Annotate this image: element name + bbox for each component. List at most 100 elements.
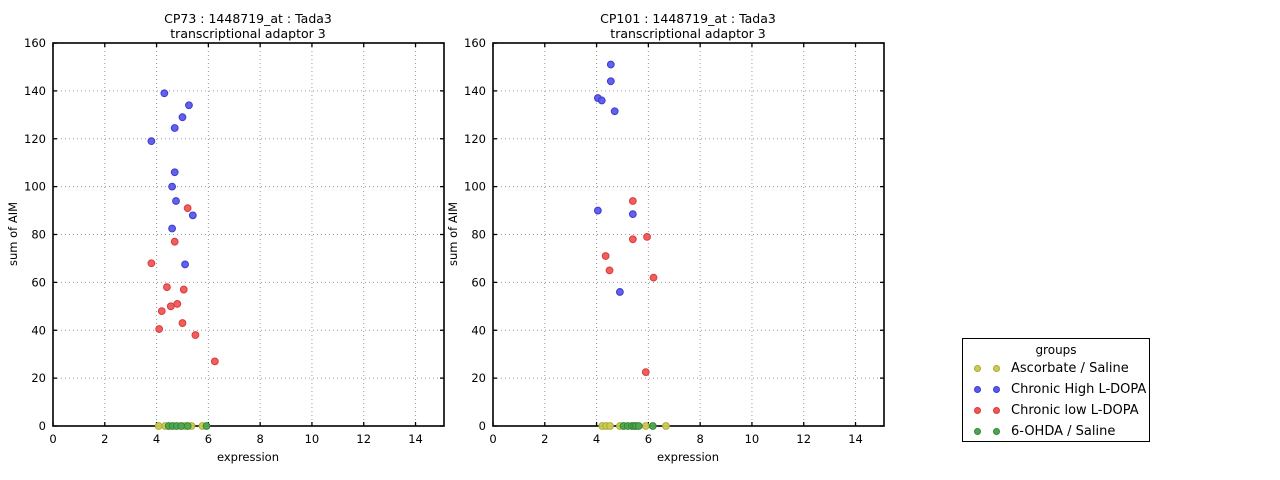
legend-item-label: 6-OHDA / Saline [1011, 424, 1116, 439]
data-point [163, 283, 171, 292]
legend-item: Chronic low L-DOPA [963, 400, 1149, 421]
data-point [154, 422, 163, 430]
data-point [155, 325, 164, 333]
y-tick-label: 160 [464, 36, 486, 50]
x-tick-label: 4 [593, 432, 600, 446]
data-point [181, 260, 189, 269]
data-point [606, 422, 614, 430]
data-point [643, 232, 651, 241]
legend-item: Ascorbate / Saline [963, 358, 1149, 379]
x-tick-label: 10 [745, 432, 760, 446]
x-tick-label: 12 [796, 432, 811, 446]
x-tick-label: 8 [696, 432, 703, 446]
plot-title-line1: CP101 : 1448719_at : Tada3 [600, 11, 776, 26]
legend-marker-dot [993, 428, 1000, 435]
data-point [628, 210, 637, 219]
x-axis-label-cp73: expression [216, 450, 280, 464]
data-point [601, 252, 610, 260]
data-point [605, 266, 614, 275]
x-tick-label: 14 [848, 432, 863, 446]
data-point [178, 113, 187, 122]
plot-title-cp101: CP101 : 1448719_at : Tada3 transcription… [600, 11, 776, 41]
data-point [634, 422, 643, 430]
y-tick-label: 100 [24, 180, 46, 194]
plot-title-line2: transcriptional adaptor 3 [610, 25, 766, 41]
y-tick-label: 40 [471, 323, 486, 337]
legend-item-label: Chronic low L-DOPA [1011, 403, 1139, 418]
data-point [172, 197, 180, 205]
plot-title-line2: transcriptional adaptor 3 [170, 25, 326, 41]
data-point [168, 182, 177, 191]
data-point [170, 124, 179, 132]
data-point [649, 273, 658, 282]
x-tick-label: 12 [356, 432, 371, 446]
plot-title-line1: CP73 : 1448719_at : Tada3 [164, 11, 332, 26]
legend-marker-dot [993, 386, 1000, 393]
x-tick-label: 4 [153, 432, 160, 446]
legend-item-label: Chronic High L-DOPA [1011, 382, 1147, 397]
y-tick-label: 80 [31, 228, 46, 242]
y-tick-label: 120 [24, 132, 46, 146]
legend-marker-dot [993, 365, 1000, 372]
y-tick-label: 20 [31, 371, 46, 385]
legend-item: 6-OHDA / Saline [963, 421, 1149, 442]
legend-item-label: Ascorbate / Saline [1011, 361, 1129, 376]
legend-title: groups [1035, 343, 1077, 357]
y-axis-label-cp73: sum of AIM [6, 201, 20, 267]
legend-marker-dot [974, 428, 981, 435]
data-point [188, 211, 197, 220]
y-tick-label: 160 [24, 36, 46, 50]
legend-marker-dot [974, 407, 981, 414]
data-point [179, 285, 188, 294]
x-tick-label: 6 [205, 432, 212, 446]
data-point [177, 422, 186, 430]
y-tick-label: 60 [471, 275, 486, 289]
data-point [170, 168, 179, 177]
legend-marker-dot [974, 365, 981, 372]
data-point [183, 204, 192, 213]
data-point [185, 101, 193, 110]
data-point [606, 77, 615, 86]
x-tick-label: 10 [305, 432, 320, 446]
data-point [628, 235, 637, 244]
data-point [173, 300, 182, 308]
y-tick-label: 100 [464, 180, 486, 194]
y-tick-label: 60 [31, 275, 46, 289]
data-point [648, 422, 657, 430]
data-point [606, 60, 615, 69]
x-axis-label-cp101: expression [656, 450, 720, 464]
data-point [210, 357, 219, 366]
data-point [178, 319, 187, 327]
y-tick-label: 20 [471, 371, 486, 385]
data-point [166, 302, 175, 311]
y-tick-label: 40 [31, 323, 46, 337]
plot-title-cp73: CP73 : 1448719_at : Tada3 transcriptiona… [164, 11, 332, 41]
x-tick-label: 6 [645, 432, 652, 446]
data-point [147, 259, 156, 268]
data-point [662, 422, 670, 430]
y-tick-label: 0 [39, 419, 46, 433]
legend-item: Chronic High L-DOPA [963, 379, 1149, 400]
data-point [170, 237, 179, 246]
y-tick-label: 120 [464, 132, 486, 146]
data-point [160, 89, 169, 98]
data-point [610, 107, 619, 116]
data-point [641, 422, 650, 430]
data-point [147, 137, 156, 146]
data-point [168, 224, 177, 233]
legend-marker-dot [993, 407, 1000, 414]
x-tick-label: 14 [408, 432, 423, 446]
data-point [202, 422, 211, 430]
x-tick-label: 2 [541, 432, 548, 446]
y-tick-label: 140 [24, 84, 46, 98]
data-point [157, 307, 166, 316]
data-point [593, 206, 602, 215]
data-point [641, 368, 650, 377]
legend: groups Ascorbate / Saline Chronic High L-… [962, 338, 1150, 442]
y-tick-label: 80 [471, 228, 486, 242]
data-point [191, 331, 200, 339]
